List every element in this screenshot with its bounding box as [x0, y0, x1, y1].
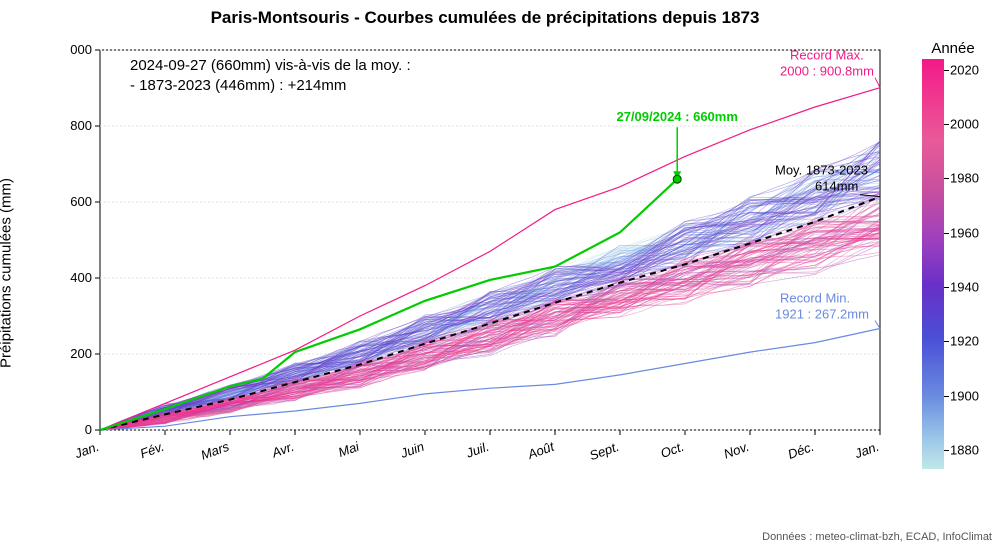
- colorbar-tick-label: 1960: [950, 225, 979, 240]
- year-curve: [100, 144, 880, 430]
- xtick-label: Jan.: [72, 439, 101, 462]
- year-curve: [100, 144, 880, 430]
- colorbar: Année 18801900192019401960198020002020: [918, 40, 988, 500]
- xtick-label: Fév.: [138, 439, 166, 461]
- colorbar-tick-label: 1900: [950, 388, 979, 403]
- recmax-lead: [875, 78, 880, 88]
- ytick-label: 600: [70, 194, 92, 209]
- y-axis-label: Préipitations cumulées (mm): [0, 177, 15, 367]
- year-curve: [100, 146, 880, 430]
- colorbar-tick-label: 1940: [950, 280, 979, 295]
- colorbar-tick-label: 2020: [950, 62, 979, 77]
- xtick-label: Jan.: [852, 439, 881, 462]
- xtick-label: Déc.: [786, 439, 816, 462]
- recmin-lead: [875, 320, 880, 328]
- xtick-label: Mai: [336, 438, 362, 460]
- colorbar-tick-label: 1880: [950, 442, 979, 457]
- xtick-label: Juil.: [463, 439, 491, 461]
- ytick-label: 1000: [70, 42, 92, 57]
- current-marker: [673, 175, 681, 183]
- ytick-label: 800: [70, 118, 92, 133]
- chart-title: Paris-Montsouris - Courbes cumulées de p…: [50, 8, 920, 28]
- ytick-label: 0: [85, 422, 92, 437]
- recmax-l1: Record Max.: [790, 48, 864, 63]
- colorbar-tick: [944, 70, 949, 71]
- colorbar-tick: [944, 124, 949, 125]
- xtick-label: Juin: [398, 439, 426, 462]
- source-credit: Données : meteo-climat-bzh, ECAD, InfoCl…: [762, 531, 992, 543]
- ytick-label: 400: [70, 270, 92, 285]
- xtick-label: Août: [525, 438, 558, 462]
- info-line2: - 1873-2023 (446mm) : +214mm: [130, 77, 346, 94]
- xtick-label: Oct.: [658, 439, 686, 461]
- current-label: 27/09/2024 : 660mm: [616, 109, 737, 124]
- colorbar-tick: [944, 178, 949, 179]
- mean-label-l1: Moy. 1873-2023: [775, 163, 868, 178]
- colorbar-tick-label: 1920: [950, 334, 979, 349]
- recmin-l1: Record Min.: [780, 290, 850, 305]
- colorbar-tick-label: 1980: [950, 171, 979, 186]
- colorbar-tick-label: 2000: [950, 117, 979, 132]
- year-curve: [100, 142, 880, 430]
- recmin-l2: 1921 : 267.2mm: [775, 306, 869, 321]
- colorbar-tick: [944, 396, 949, 397]
- plot-area: 0 200 400 600 800 1000 Jan. Fév. Mars Avr. Mai Juin…: [70, 40, 900, 480]
- year-curves: [100, 140, 880, 430]
- colorbar-tick: [944, 341, 949, 342]
- year-curve: [100, 142, 880, 430]
- year-curve: [100, 141, 880, 430]
- xtick-label: Mars: [199, 439, 232, 463]
- colorbar-title: Année: [918, 40, 988, 57]
- year-curve: [100, 142, 880, 430]
- year-curve: [100, 140, 880, 430]
- chart-container: Paris-Montsouris - Courbes cumulées de p…: [0, 0, 1000, 545]
- year-curve: [100, 145, 880, 430]
- xtick-label: Nov.: [722, 439, 751, 462]
- ytick-label: 200: [70, 346, 92, 361]
- colorbar-gradient: 18801900192019401960198020002020: [922, 59, 944, 469]
- year-curve: [100, 147, 880, 430]
- info-line1: 2024-09-27 (660mm) vis-à-vis de la moy. …: [130, 57, 411, 74]
- xtick-label: Avr.: [269, 439, 296, 461]
- colorbar-tick: [944, 450, 949, 451]
- mean-label-l2: 614mm: [815, 179, 858, 194]
- xtick-label: Sept.: [587, 439, 621, 463]
- recmax-l2: 2000 : 900.8mm: [780, 64, 874, 79]
- colorbar-tick: [944, 287, 949, 288]
- colorbar-tick: [944, 233, 949, 234]
- year-curve: [100, 141, 880, 430]
